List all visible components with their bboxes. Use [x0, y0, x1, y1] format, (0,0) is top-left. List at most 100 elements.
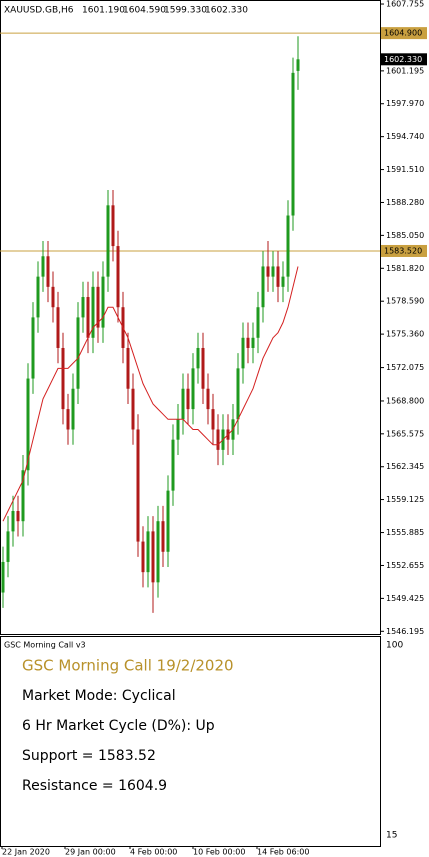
header-value: 1604.590 — [123, 6, 166, 16]
candle-body — [266, 266, 270, 277]
candle-body — [11, 511, 15, 532]
candle-body — [276, 266, 280, 287]
candle-body — [91, 286, 95, 338]
candle-body — [206, 388, 210, 410]
candle-body — [286, 215, 290, 277]
candle-body — [296, 59, 300, 71]
indicator-frame — [0, 636, 381, 847]
chart-title: XAUUSD.GB,H6 — [4, 6, 74, 16]
candle-body — [271, 266, 275, 277]
candle-body — [86, 297, 90, 338]
candle-body — [131, 388, 135, 430]
candle-body — [116, 246, 120, 308]
y-tick-label: 1607.755 — [386, 0, 424, 9]
indicator-name: GSC Morning Call v3 — [4, 641, 86, 650]
header-value: 1602.330 — [205, 6, 248, 16]
candle-body — [176, 419, 180, 440]
y-tick-label: 1546.195 — [386, 627, 424, 636]
price-label: 1583.520 — [384, 246, 422, 255]
y-tick-label: 1601.195 — [386, 66, 424, 75]
candle-body — [211, 409, 215, 430]
indicator-scale: 100 — [386, 641, 403, 651]
candle-body — [101, 276, 105, 328]
candle-body — [181, 388, 185, 420]
candle-body — [256, 307, 260, 338]
candle-body — [56, 307, 60, 348]
x-tick-label: 10 Feb 00:00 — [193, 848, 245, 857]
candle-body — [186, 388, 190, 410]
candle-body — [141, 541, 145, 573]
candle-body — [246, 337, 250, 348]
candle-body — [21, 470, 25, 522]
y-tick-label: 1559.125 — [386, 495, 424, 504]
candle-body — [1, 561, 5, 593]
candle-body — [151, 531, 155, 583]
y-tick-label: 1565.575 — [386, 429, 424, 438]
candle-body — [51, 286, 55, 308]
indicator-scale: 15 — [386, 831, 397, 841]
candle-body — [171, 439, 175, 491]
candle-body — [81, 297, 85, 318]
candle-body — [71, 388, 75, 430]
candle-body — [156, 521, 160, 583]
y-tick-label: 1549.425 — [386, 594, 424, 603]
candle-body — [76, 317, 80, 389]
y-tick-label: 1555.885 — [386, 528, 424, 537]
candle-body — [161, 521, 165, 552]
y-tick-label: 1594.740 — [386, 132, 424, 141]
x-tick-label: 14 Feb 06:00 — [257, 848, 309, 857]
candle-body — [236, 368, 240, 420]
candle-body — [216, 429, 220, 450]
y-tick-label: 1568.800 — [386, 396, 424, 405]
indicator-line: Support = 1583.52 — [22, 748, 156, 764]
candle-body — [26, 378, 30, 471]
x-tick-label: 4 Feb 00:00 — [130, 848, 177, 857]
price-label: 1604.900 — [384, 29, 422, 38]
indicator-line: 6 Hr Market Cycle (D%): Up — [22, 718, 215, 734]
candle-body — [241, 337, 245, 369]
candle-body — [16, 511, 20, 522]
candle-body — [36, 276, 40, 318]
candle-body — [146, 531, 150, 573]
indicator-heading: GSC Morning Call 19/2/2020 — [22, 657, 234, 675]
y-tick-label: 1562.345 — [386, 462, 424, 471]
candle-body — [96, 286, 100, 328]
candle-body — [126, 347, 130, 389]
candle-body — [166, 490, 170, 552]
candle-body — [66, 409, 70, 430]
candle-body — [261, 266, 265, 308]
candle-body — [136, 429, 140, 542]
header-value: 1601.190 — [82, 6, 125, 16]
candle-body — [191, 368, 195, 410]
moving-average — [2, 266, 299, 522]
candle-body — [41, 256, 45, 277]
y-tick-label: 1597.970 — [386, 99, 424, 108]
price-label-bg — [381, 27, 427, 40]
y-tick-label: 1578.590 — [386, 297, 424, 306]
y-tick-label: 1575.360 — [386, 330, 424, 339]
last-price-label: 1602.330 — [384, 55, 422, 64]
x-tick-label: 22 Jan 2020 — [2, 848, 50, 857]
indicator-line: Resistance = 1604.9 — [22, 778, 167, 794]
candle-body — [6, 531, 10, 562]
candle-body — [61, 347, 65, 410]
x-tick-label: 29 Jan 00:00 — [65, 848, 116, 857]
indicator-line: Market Mode: Cyclical — [22, 688, 176, 704]
y-tick-label: 1591.510 — [386, 165, 424, 174]
candle-body — [201, 347, 205, 389]
y-tick-label: 1552.655 — [386, 561, 424, 570]
candle-body — [251, 337, 255, 348]
last-price-bg — [381, 53, 427, 66]
candle-body — [291, 72, 295, 216]
candle-body — [106, 205, 110, 277]
header-value: 1599.330 — [164, 6, 207, 16]
price-frame — [0, 0, 381, 635]
y-tick-label: 1588.280 — [386, 198, 424, 207]
y-tick-label: 1572.075 — [386, 363, 424, 372]
candle-body — [196, 347, 200, 369]
candle-body — [281, 276, 285, 287]
candle-body — [46, 256, 50, 287]
y-tick-label: 1581.820 — [386, 264, 424, 273]
price-label-bg — [381, 244, 427, 257]
